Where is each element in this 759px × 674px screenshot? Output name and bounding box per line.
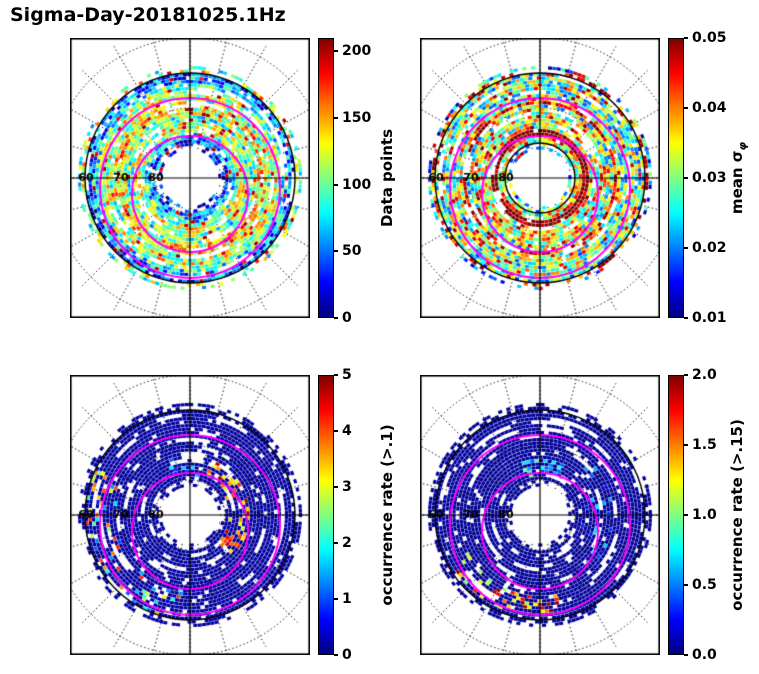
colorbar-tick-mark — [684, 654, 688, 656]
colorbar — [318, 38, 334, 318]
colorbar-tick-mark — [684, 37, 688, 39]
colorbar-tick-mark — [684, 374, 688, 376]
colorbar-label-text: occurrence rate (>.1) — [378, 424, 396, 606]
colorbar-tick-mark — [334, 50, 338, 53]
colorbar-tick-label: 1.5 — [692, 437, 717, 453]
colorbar-tick-mark — [334, 486, 338, 488]
colorbar-tick-mark — [684, 584, 688, 586]
colorbar-tick-mark — [684, 247, 688, 249]
panel-mean-sigma-phi: 0.01 0.02 0.03 0.04 0.05 mean σφ — [420, 30, 759, 326]
colorbar-label: Data points — [378, 38, 398, 318]
colorbar-tick-label: 0.01 — [692, 310, 727, 326]
colorbar-tick-mark — [684, 514, 688, 516]
colorbar-tick-mark — [684, 444, 688, 446]
colorbar — [318, 375, 334, 655]
polar-heatmap-canvas — [70, 38, 310, 318]
colorbar-label-text: occurrence rate (>.15) — [728, 419, 746, 611]
colorbar-tick-mark — [684, 317, 688, 319]
polar-heatmap-canvas — [420, 38, 660, 318]
colorbar-tick-mark — [334, 374, 338, 376]
colorbar-label: occurrence rate (>.1) — [378, 375, 398, 655]
colorbar-tick-mark — [334, 430, 338, 432]
colorbar-tick-label: 3 — [342, 479, 352, 495]
colorbar-ticks: 0.01 0.02 0.03 0.04 0.05 — [668, 30, 738, 326]
colorbar-label-subscript: φ — [736, 141, 749, 151]
colorbar-tick-mark — [334, 183, 338, 186]
colorbar-tick-label: 50 — [342, 243, 362, 260]
colorbar-label: mean σφ — [728, 38, 749, 318]
polar-heatmap-canvas — [70, 375, 310, 655]
colorbar-tick-mark — [684, 107, 688, 109]
colorbar-tick-label: 5 — [342, 367, 352, 383]
colorbar-tick-label: 0.5 — [692, 577, 717, 593]
colorbar-tick-label: 1 — [342, 591, 352, 607]
colorbar-tick-label: 0.05 — [692, 30, 727, 46]
colorbar-tick-label: 1.0 — [692, 507, 717, 523]
colorbar-tick-mark — [334, 250, 338, 253]
colorbar-ticks: 0 50 100 150 200 — [318, 38, 388, 326]
colorbar-label-text: Data points — [378, 128, 396, 228]
panel-occurrence-rate-1: 0 1 2 3 4 5 occurrence rate (>.1) — [70, 367, 410, 663]
colorbar-tick-mark — [334, 542, 338, 544]
colorbar-tick-label: 0.0 — [692, 647, 717, 663]
colorbar-ticks: 0 1 2 3 4 5 — [318, 367, 388, 663]
colorbar-tick-label: 150 — [342, 110, 372, 127]
colorbar-tick-mark — [334, 654, 338, 656]
colorbar-tick-mark — [334, 117, 338, 120]
colorbar-tick-mark — [334, 317, 338, 319]
colorbar-tick-label: 2.0 — [692, 367, 717, 383]
panel-data-points: 0 50 100 150 200 Data points — [70, 38, 410, 326]
colorbar-ticks: 0.0 0.5 1.0 1.5 2.0 — [668, 367, 738, 663]
colorbar-tick-label: 0.04 — [692, 100, 727, 116]
colorbar-tick-label: 100 — [342, 176, 372, 193]
colorbar — [668, 38, 684, 318]
colorbar-tick-label: 0.02 — [692, 240, 727, 256]
colorbar-tick-mark — [684, 177, 688, 179]
colorbar-tick-label: 0 — [342, 647, 352, 663]
colorbar-tick-label: 4 — [342, 423, 352, 439]
colorbar-tick-label: 0 — [342, 310, 352, 326]
colorbar-tick-label: 2 — [342, 535, 352, 551]
colorbar — [668, 375, 684, 655]
polar-heatmap-canvas — [420, 375, 660, 655]
colorbar-tick-label: 200 — [342, 43, 372, 60]
panel-occurrence-rate-15: 0.0 0.5 1.0 1.5 2.0 occurrence rate (>.15) — [420, 367, 759, 663]
colorbar-tick-mark — [334, 598, 338, 600]
colorbar-label: occurrence rate (>.15) — [728, 375, 748, 655]
colorbar-label-text: mean σ — [728, 150, 746, 215]
figure-title: Sigma-Day-20181025.1Hz — [10, 4, 286, 26]
colorbar-tick-label: 0.03 — [692, 170, 727, 186]
